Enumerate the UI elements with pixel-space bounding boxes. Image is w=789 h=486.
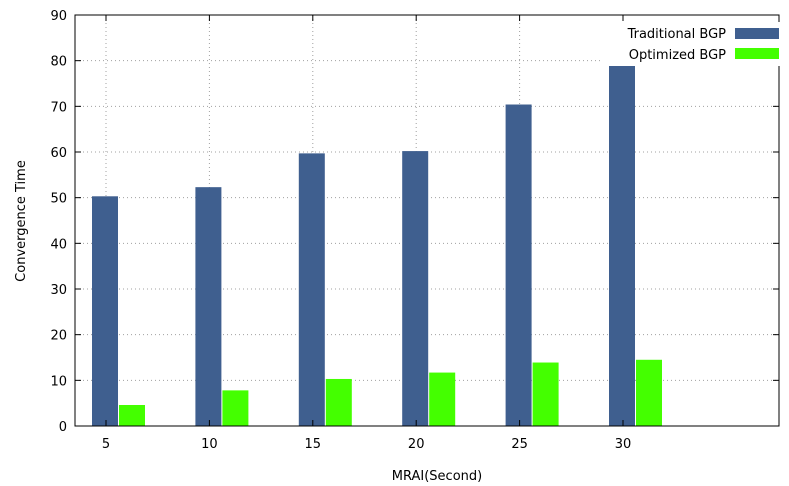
y-tick-label: 20 [50, 329, 67, 344]
y-tick-label: 70 [50, 100, 67, 115]
y-axis-title: Convergence Time [14, 160, 29, 282]
legend: Traditional BGP Optimized BGP [600, 22, 785, 66]
y-tick-label: 80 [50, 55, 67, 70]
y-tick-label: 30 [50, 283, 67, 298]
x-tick-label: 30 [615, 437, 632, 452]
y-tick-label: 90 [50, 9, 67, 24]
bar-traditional-bgp [92, 196, 118, 426]
tick-labels: 0 10 20 30 40 50 60 70 80 90 5 10 15 20 25 30 [50, 9, 631, 452]
legend-label-traditional: Traditional BGP [627, 27, 727, 42]
bar-optimized-bgp [636, 359, 662, 426]
legend-swatch-traditional [735, 28, 779, 39]
bar-optimized-bgp [119, 404, 145, 426]
x-axis-title: MRAI(Second) [392, 469, 482, 484]
bar-traditional-bgp [609, 62, 635, 426]
y-tick-label: 40 [50, 237, 67, 252]
y-tick-label: 50 [50, 192, 67, 207]
legend-label-optimized: Optimized BGP [629, 48, 726, 63]
bar-traditional-bgp [402, 151, 429, 426]
x-tick-label: 15 [305, 437, 322, 452]
bars [92, 62, 662, 427]
x-tick-label: 5 [102, 437, 110, 452]
bar-optimized-bgp [532, 362, 559, 426]
bar-optimized-bgp [429, 372, 456, 426]
y-tick-label: 60 [50, 146, 67, 161]
x-tick-label: 25 [511, 437, 528, 452]
axes [74, 14, 780, 427]
x-tick-label: 20 [408, 437, 425, 452]
x-tick-label: 10 [201, 437, 218, 452]
bar-optimized-bgp [325, 378, 352, 426]
bar-optimized-bgp [222, 390, 249, 426]
bar-traditional-bgp [298, 153, 325, 426]
bar-traditional-bgp [195, 187, 222, 426]
bar-traditional-bgp [505, 104, 532, 427]
y-tick-label: 10 [50, 374, 67, 389]
legend-swatch-optimized [735, 48, 779, 59]
y-tick-label: 0 [59, 420, 67, 435]
plot-border [74, 14, 780, 427]
